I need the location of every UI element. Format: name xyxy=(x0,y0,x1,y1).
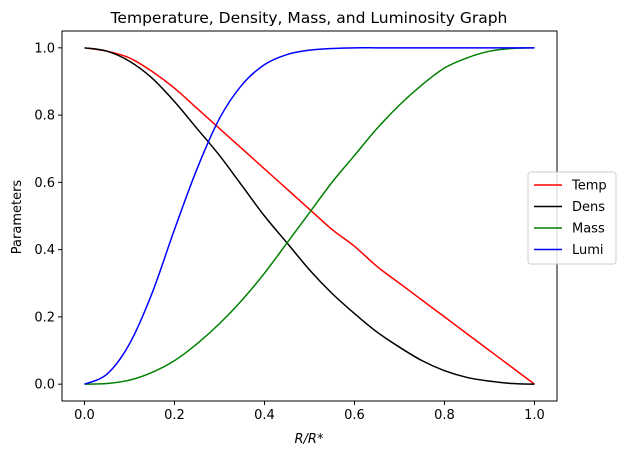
series-line-dens xyxy=(84,47,535,385)
legend-label-temp: Temp xyxy=(571,179,607,194)
y-tick-label: 0.4 xyxy=(34,243,55,258)
legend: Temp Dens Mass Lumi xyxy=(527,171,617,265)
x-tick-label: 0.0 xyxy=(74,408,95,423)
y-axis-label: Parameters xyxy=(10,180,25,255)
x-axis-label: R/R* xyxy=(295,432,324,447)
y-tick-label: 0.8 xyxy=(34,109,55,124)
series-line-temp xyxy=(84,47,535,385)
x-tick-label: 0.4 xyxy=(254,408,275,423)
x-tick-label: 1.0 xyxy=(524,408,545,423)
series-line-mass xyxy=(84,47,535,385)
legend-label-mass: Mass xyxy=(572,222,605,237)
x-tick-label: 0.6 xyxy=(344,408,365,423)
y-tick-label: 1.0 xyxy=(34,41,55,56)
y-axis-ticks: 0.0 0.2 0.4 0.6 0.8 1.0 xyxy=(34,41,62,393)
legend-label-dens: Dens xyxy=(572,200,605,215)
legend-box xyxy=(527,171,617,265)
chart-title: Temperature, Density, Mass, and Luminosi… xyxy=(110,9,508,27)
plot-area xyxy=(84,47,535,385)
x-axis-ticks: 0.0 0.2 0.4 0.6 0.8 1.0 xyxy=(74,401,545,423)
series-line-lumi xyxy=(84,47,535,385)
y-tick-label: 0.2 xyxy=(34,310,55,325)
x-tick-label: 0.2 xyxy=(164,408,185,423)
y-tick-label: 0.6 xyxy=(34,176,55,191)
y-tick-label: 0.0 xyxy=(34,378,55,393)
x-tick-label: 0.8 xyxy=(434,408,455,423)
legend-label-lumi: Lumi xyxy=(572,243,604,258)
